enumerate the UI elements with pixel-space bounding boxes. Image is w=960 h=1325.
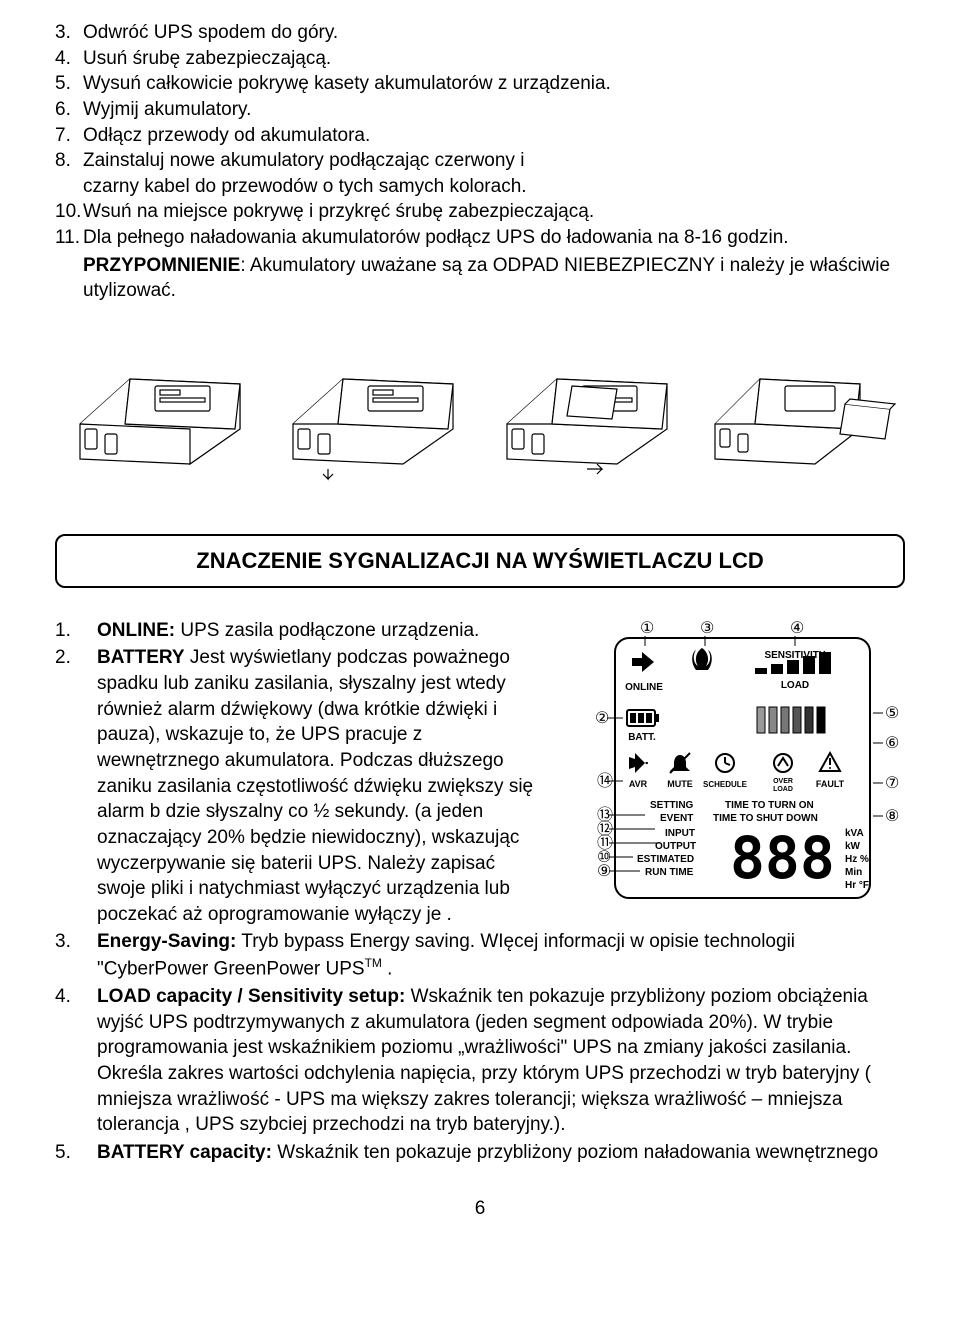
svg-text:kW: kW xyxy=(845,841,861,852)
step-8-continuation: czarny kabel do przewodów o tych samych … xyxy=(83,174,905,200)
svg-text:BATT.: BATT. xyxy=(628,732,656,743)
svg-text:①: ① xyxy=(640,620,654,637)
lcd-text-column: 1. ONLINE: UPS zasila podłączone urządze… xyxy=(55,618,545,930)
step-number: 7. xyxy=(55,123,83,149)
step-5: 5. Wysuń całkowicie pokrywę kasety akumu… xyxy=(55,71,905,97)
page-number: 6 xyxy=(55,1196,905,1222)
lcd-text: Jest wyświetlany podczas poważnego spadk… xyxy=(97,647,533,924)
step-number: 6. xyxy=(55,97,83,123)
step-text: Usuń śrubę zabezpieczającą. xyxy=(83,46,905,72)
lcd-text: Wskaźnik ten pokazuje przybliżony poziom… xyxy=(272,1142,878,1163)
lcd-item-2: 2. BATTERY Jest wyświetlany podczas powa… xyxy=(55,645,545,927)
svg-text:OUTPUT: OUTPUT xyxy=(655,841,696,852)
device-diagram-2 xyxy=(273,334,473,484)
lcd-item-4: 4. LOAD capacity / Sensitivity setup: Ws… xyxy=(55,984,905,1138)
step-number: 10. xyxy=(55,199,83,225)
lcd-body: ONLINE: UPS zasila podłączone urządzenia… xyxy=(97,618,545,644)
svg-text:④: ④ xyxy=(790,620,804,637)
step-number: 11. xyxy=(55,225,83,251)
step-text: Wysuń całkowicie pokrywę kasety akumulat… xyxy=(83,71,905,97)
device-diagram-1 xyxy=(60,334,260,484)
reminder-text: PRZYPOMNIENIE: Akumulatory uważane są za… xyxy=(83,253,905,304)
lcd-number: 3. xyxy=(55,929,97,982)
svg-text:EVENT: EVENT xyxy=(660,813,693,824)
svg-text:⑦: ⑦ xyxy=(885,775,899,792)
svg-text:MUTE: MUTE xyxy=(667,779,693,789)
step-text: Zainstaluj nowe akumulatory podłączając … xyxy=(83,148,905,174)
svg-text:kVA: kVA xyxy=(845,828,864,839)
step-6: 6. Wyjmij akumulatory. xyxy=(55,97,905,123)
lcd-body: Energy-Saving: Tryb bypass Energy saving… xyxy=(97,929,905,982)
step-11: 11. Dla pełnego naładowania akumulatorów… xyxy=(55,225,905,251)
reminder-label: PRZYPOMNIENIE xyxy=(83,255,240,276)
lcd-label: LOAD capacity / Sensitivity setup: xyxy=(97,986,405,1007)
lcd-diagram-column: ONLINE SENSITIVITY LOAD BATT. xyxy=(565,618,905,926)
instruction-steps: 3. Odwróć UPS spodem do góry. 4. Usuń śr… xyxy=(55,20,905,304)
svg-text:FAULT: FAULT xyxy=(816,779,845,789)
svg-text:SENSITIVITY: SENSITIVITY xyxy=(764,650,825,661)
lcd-item-3: 3. Energy-Saving: Tryb bypass Energy sav… xyxy=(55,929,905,982)
lcd-number: 1. xyxy=(55,618,97,644)
step-7: 7. Odłącz przewody od akumulatora. xyxy=(55,123,905,149)
svg-text:TIME TO SHUT DOWN: TIME TO SHUT DOWN xyxy=(713,813,818,824)
step-text: Odłącz przewody od akumulatora. xyxy=(83,123,905,149)
lcd-label: BATTERY capacity: xyxy=(97,1142,272,1163)
svg-text:AVR: AVR xyxy=(629,779,648,789)
lcd-text: Wskaźnik ten pokazuje przybliżony poziom… xyxy=(97,986,871,1135)
lcd-body: BATTERY Jest wyświetlany podczas poważne… xyxy=(97,645,545,927)
lcd-number: 4. xyxy=(55,984,97,1138)
svg-text:Min: Min xyxy=(845,867,862,878)
step-3: 3. Odwróć UPS spodem do góry. xyxy=(55,20,905,46)
device-diagram-3 xyxy=(487,334,687,484)
section-heading-lcd: ZNACZENIE SYGNALIZACJI NA WYŚWIETLACZU L… xyxy=(55,534,905,588)
svg-text:LOAD: LOAD xyxy=(781,680,809,691)
step-text: Wsuń na miejsce pokrywę i przykręć śrubę… xyxy=(83,199,905,225)
step-number: 3. xyxy=(55,20,83,46)
lcd-label: Energy-Saving: xyxy=(97,931,236,952)
lcd-panel-diagram: ONLINE SENSITIVITY LOAD BATT. xyxy=(565,618,905,918)
svg-text:OVER: OVER xyxy=(773,778,793,785)
lcd-number: 2. xyxy=(55,645,97,927)
step-number: 8. xyxy=(55,148,83,174)
svg-text:⑥: ⑥ xyxy=(885,735,899,752)
svg-text:Hz %: Hz % xyxy=(845,854,869,865)
svg-text:RUN TIME: RUN TIME xyxy=(645,867,694,878)
tm-sup: TM xyxy=(365,956,382,970)
svg-text:③: ③ xyxy=(700,620,714,637)
step-text: Wyjmij akumulatory. xyxy=(83,97,905,123)
step-number: 4. xyxy=(55,46,83,72)
svg-text:SCHEDULE: SCHEDULE xyxy=(703,780,748,789)
lcd-item-1: 1. ONLINE: UPS zasila podłączone urządze… xyxy=(55,618,545,644)
lcd-body: LOAD capacity / Sensitivity setup: Wskaź… xyxy=(97,984,905,1138)
lcd-label: ONLINE: xyxy=(97,620,175,641)
lcd-number: 5. xyxy=(55,1140,97,1166)
lcd-section: 1. ONLINE: UPS zasila podłączone urządze… xyxy=(55,618,905,930)
lcd-label: BATTERY xyxy=(97,647,185,668)
svg-text:Hr °F: Hr °F xyxy=(845,880,869,891)
device-diagram-4 xyxy=(700,334,900,484)
svg-text:LOAD: LOAD xyxy=(773,786,793,793)
online-label: ONLINE xyxy=(625,682,663,693)
svg-text:TIME TO TURN ON: TIME TO TURN ON xyxy=(725,800,814,811)
step-text: Dla pełnego naładowania akumulatorów pod… xyxy=(83,225,905,251)
svg-text:SETTING: SETTING xyxy=(650,800,694,811)
svg-text:INPUT: INPUT xyxy=(665,828,695,839)
step-8: 8. Zainstaluj nowe akumulatory podłączaj… xyxy=(55,148,905,174)
step-text: Odwróć UPS spodem do góry. xyxy=(83,20,905,46)
svg-text:ESTIMATED: ESTIMATED xyxy=(637,854,694,865)
step-4: 4. Usuń śrubę zabezpieczającą. xyxy=(55,46,905,72)
lcd-text: UPS zasila podłączone urządzenia. xyxy=(175,620,479,641)
step-10: 10. Wsuń na miejsce pokrywę i przykręć ś… xyxy=(55,199,905,225)
lcd-body: BATTERY capacity: Wskaźnik ten pokazuje … xyxy=(97,1140,905,1166)
step-number: 5. xyxy=(55,71,83,97)
svg-text:⑧: ⑧ xyxy=(885,808,899,825)
device-diagrams xyxy=(55,334,905,484)
svg-text:⑤: ⑤ xyxy=(885,705,899,722)
svg-text:888: 888 xyxy=(730,824,835,892)
lcd-end: . xyxy=(382,958,393,979)
lcd-item-5: 5. BATTERY capacity: Wskaźnik ten pokazu… xyxy=(55,1140,905,1166)
